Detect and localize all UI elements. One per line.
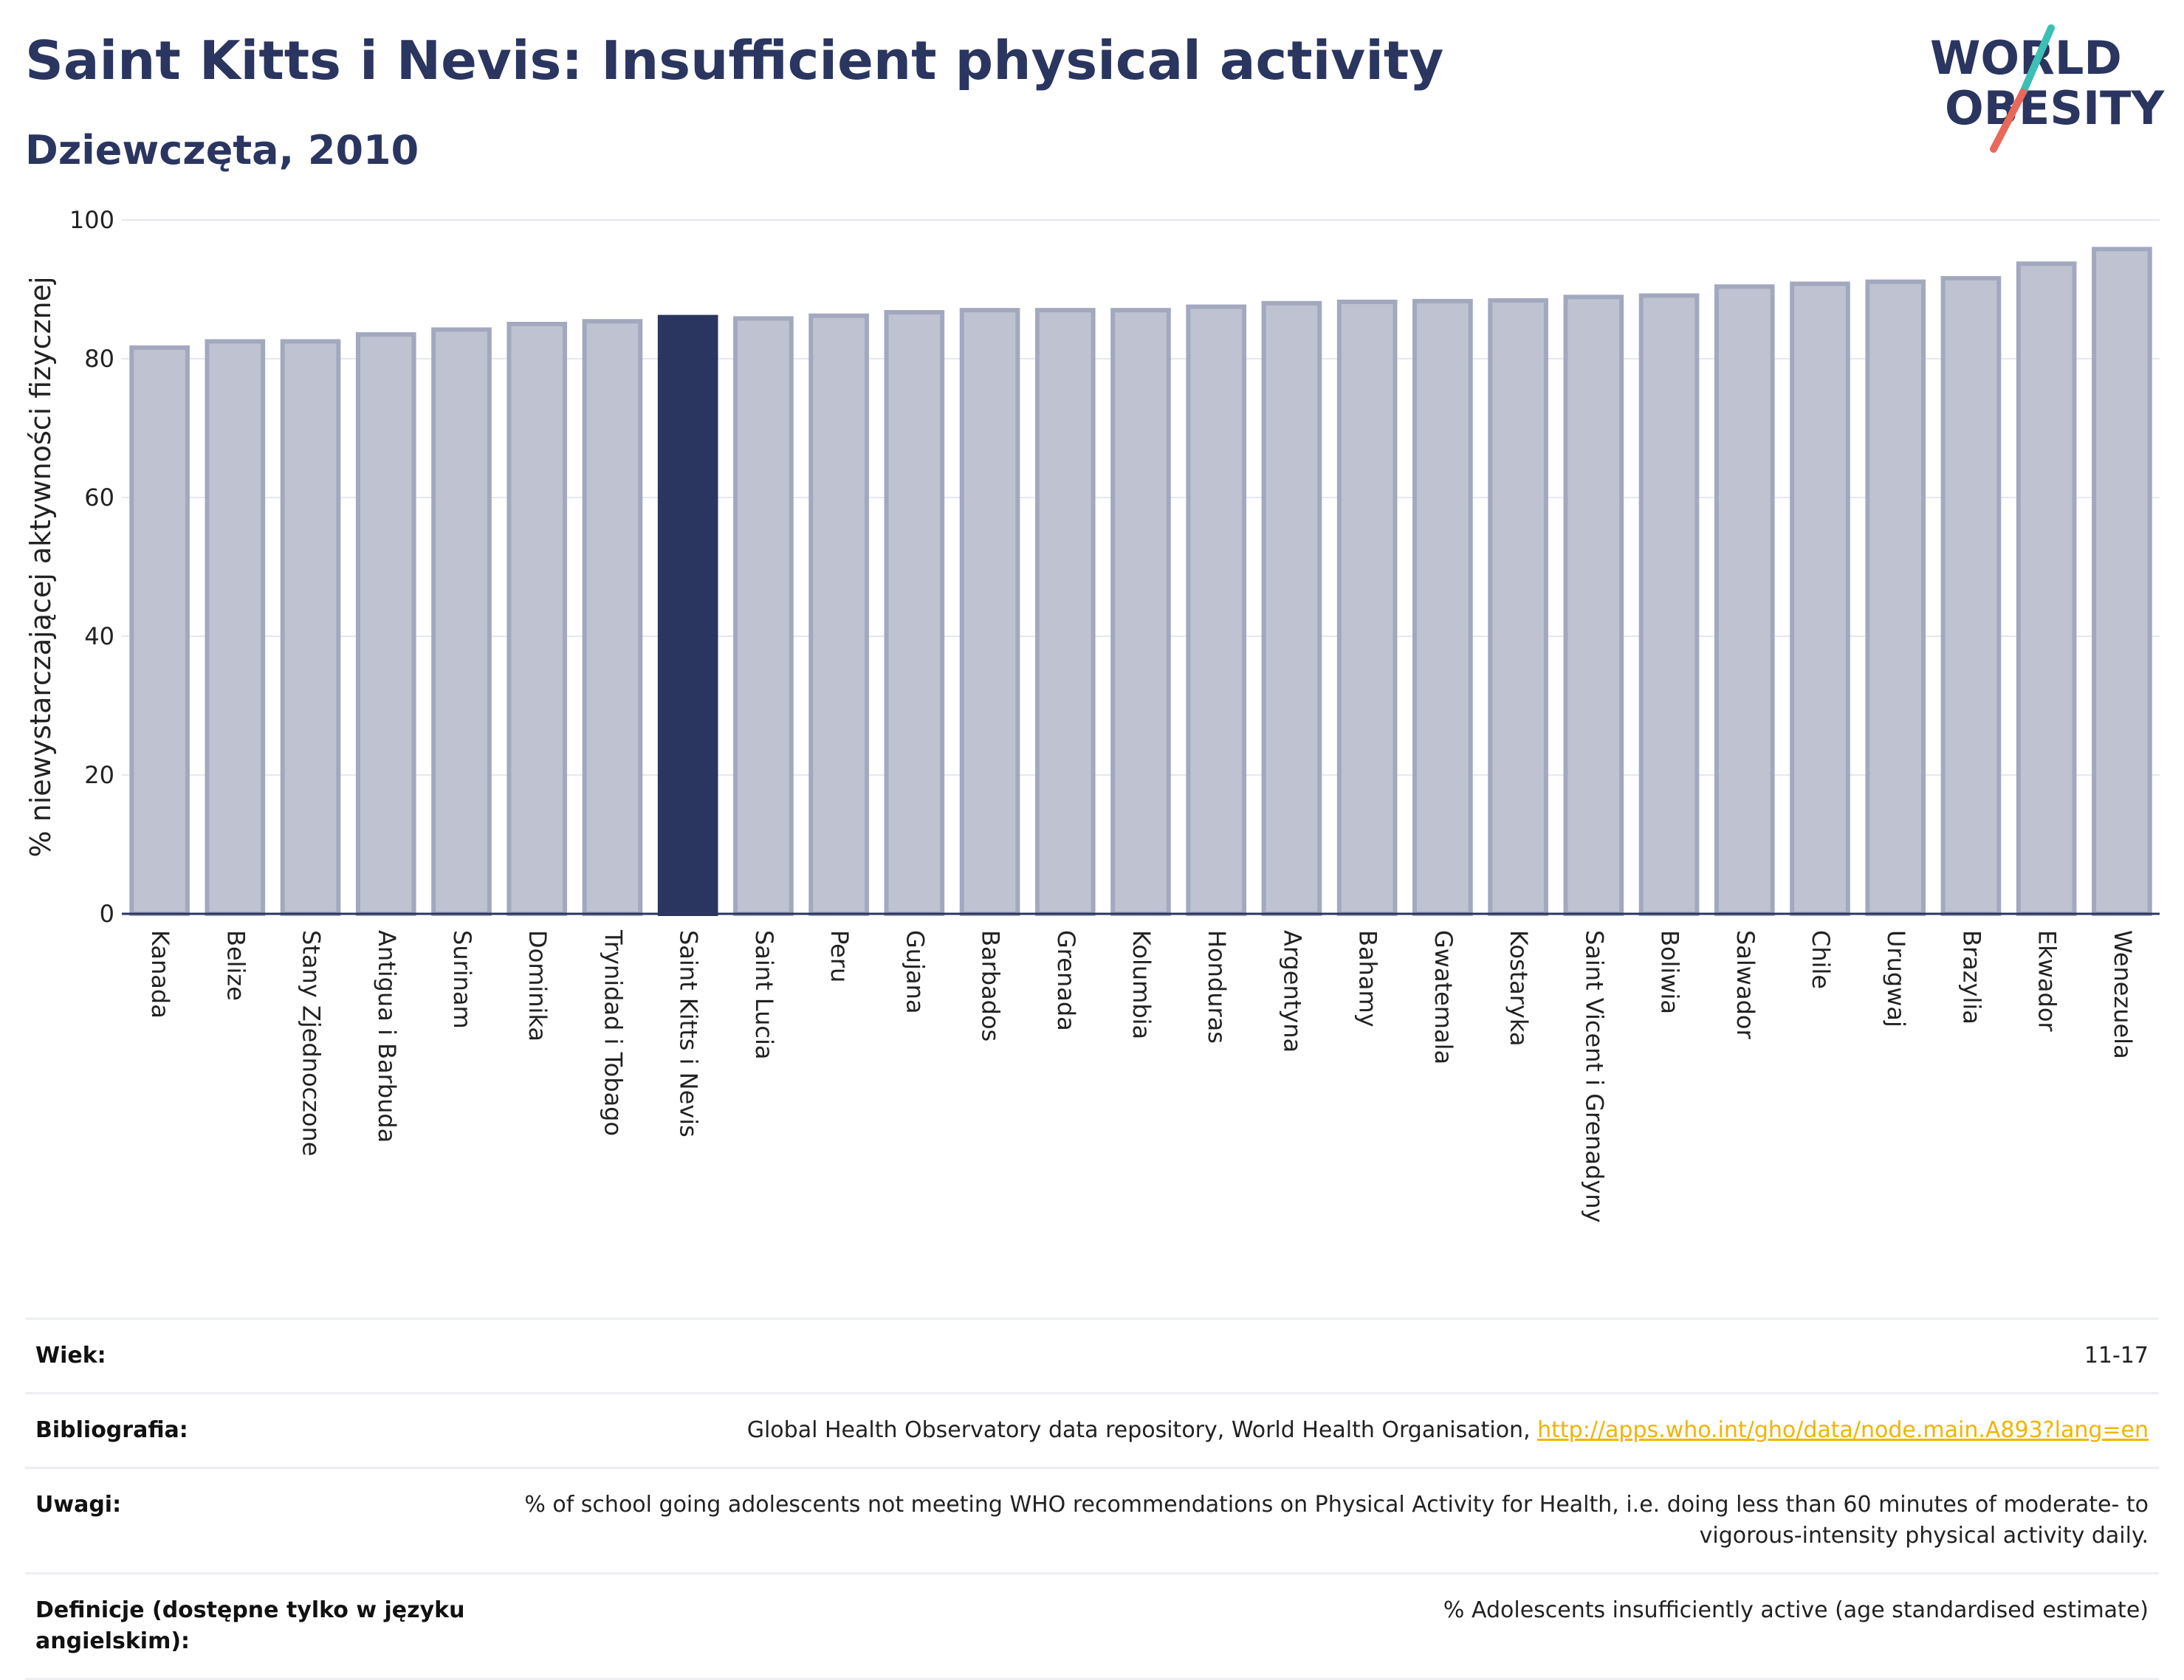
x-tick-label: Dominika [523, 930, 552, 1042]
x-tick-label: Kolumbia [1127, 930, 1155, 1039]
bar [1261, 300, 1322, 916]
bar [959, 308, 1020, 916]
metadata-row: Wiek: 11-17 [25, 1318, 2159, 1394]
page-title: Saint Kitts i Nevis: Insufficient physic… [25, 30, 1444, 92]
bars [129, 247, 2152, 917]
source-link[interactable]: http://apps.who.int/gho/data/node.main.A… [1537, 1417, 2149, 1443]
x-tick-label: Surinam [448, 930, 476, 1029]
x-tick-label: Ekwador [2033, 930, 2061, 1032]
x-tick-label: Saint Vicent i Grenadyny [1580, 930, 1608, 1223]
bar [1940, 275, 2002, 916]
metadata-value: % of school going adolescents not meetin… [504, 1468, 2159, 1574]
bar [355, 332, 416, 917]
x-tick-label: Trynidad i Tobago [599, 929, 627, 1136]
x-tick-label: Peru [825, 930, 854, 982]
y-tick-label: 80 [84, 345, 114, 373]
bar [1186, 304, 1247, 916]
x-tick-label: Saint Lucia [750, 930, 778, 1059]
bar [431, 327, 492, 916]
logo-slash-bottom [1990, 89, 2027, 153]
bar [884, 310, 945, 916]
x-tick-label: Honduras [1203, 930, 1231, 1044]
x-tick-label: Antigua i Barbuda [373, 930, 401, 1143]
metadata-value: 11-17 [504, 1319, 2159, 1394]
x-tick-label: Urugwaj [1882, 930, 1910, 1027]
metadata-value-text: % Adolescents insufficiently active (age… [1443, 1597, 2149, 1623]
bar [1110, 308, 1171, 916]
metadata-row: Bibliografia: Global Health Observatory d… [25, 1393, 2159, 1468]
bar [808, 313, 869, 917]
y-axis-ticks: 0 20 40 60 80 100 [69, 206, 114, 928]
x-tick-label: Argentyna [1278, 930, 1306, 1053]
bar [1412, 298, 1473, 917]
x-tick-label: Salwador [1731, 930, 1759, 1039]
logo-word-obesity: OBESITY [1945, 81, 2165, 135]
y-tick-label: 20 [84, 761, 114, 789]
bar-highlighted [657, 314, 718, 917]
x-tick-label: Barbados [977, 930, 1005, 1042]
metadata-key: Bibliografia: [35, 1417, 188, 1443]
x-tick-label: Gwatemala [1429, 930, 1457, 1064]
metadata-value-text: % of school going adolescents not meetin… [524, 1492, 2149, 1549]
bar [280, 339, 341, 916]
logo-word-world: WORLD [1930, 31, 2122, 85]
metadata-key: Definicje (dostępne tylko w języku angie… [35, 1597, 465, 1654]
bar [1488, 298, 1548, 917]
y-tick-label: 0 [100, 900, 114, 928]
x-tick-label: Kostaryka [1505, 930, 1533, 1046]
bar [1336, 299, 1398, 917]
x-tick-label: Bahamy [1354, 930, 1382, 1027]
metadata-row: Uwagi: % of school going adolescents not … [25, 1467, 2159, 1574]
metadata-value-text: Global Health Observatory data repositor… [746, 1417, 1538, 1443]
x-tick-label: Brazylia [1957, 930, 1985, 1025]
page-subtitle: Dziewczęta, 2010 [25, 127, 419, 173]
bar [582, 319, 643, 916]
bar [2092, 247, 2152, 917]
bar [2016, 261, 2077, 917]
metadata-value-text: 11-17 [2084, 1343, 2149, 1369]
x-tick-label: Wenezuela [2109, 930, 2137, 1059]
metadata-key: Uwagi: [35, 1492, 122, 1518]
x-tick-label: Boliwia [1656, 930, 1684, 1014]
world-obesity-logo: WORLD OBESITY [1930, 24, 2165, 153]
x-tick-label: Kanada [146, 930, 174, 1019]
x-tick-label: Chile [1807, 930, 1835, 989]
y-tick-label: 100 [69, 206, 114, 234]
metadata-row: Definicje (dostępne tylko w języku angie… [25, 1573, 2159, 1679]
y-tick-label: 60 [84, 483, 114, 512]
metadata-value: Global Health Observatory data repositor… [504, 1394, 2159, 1468]
bar [1714, 284, 1775, 916]
bar [129, 345, 190, 916]
bar [1034, 308, 1096, 916]
logo-slash-top [2019, 24, 2055, 96]
x-tick-label: Gujana [901, 930, 929, 1013]
bar [733, 316, 794, 917]
x-tick-label: Grenada [1052, 930, 1080, 1031]
bar-chart: 0 20 40 60 80 100 Kanada Belize Stany Zjednoczo… [24, 206, 2160, 1223]
x-tick-label: Belize [222, 930, 250, 1001]
bar [1865, 279, 1926, 917]
bar [205, 339, 266, 916]
metadata-table: Wiek: 11-17 Bibliografia: Global Health Obs… [25, 1318, 2159, 1680]
y-tick-label: 40 [84, 622, 114, 650]
y-axis-title: % niewystarczającej aktywności fizycznej [24, 276, 57, 857]
x-tick-label: Saint Kitts i Nevis [675, 930, 703, 1137]
x-tick-label: Stany Zjednoczone [298, 930, 326, 1156]
metadata-key: Wiek: [35, 1343, 106, 1369]
bar [1790, 281, 1850, 917]
bar [1638, 293, 1700, 916]
bar [1563, 295, 1624, 916]
x-axis-labels: Kanada Belize Stany Zjednoczone Antigua i B… [146, 929, 2137, 1223]
metadata-value: % Adolescents insufficiently active (age… [504, 1574, 2159, 1679]
bar [506, 322, 568, 916]
